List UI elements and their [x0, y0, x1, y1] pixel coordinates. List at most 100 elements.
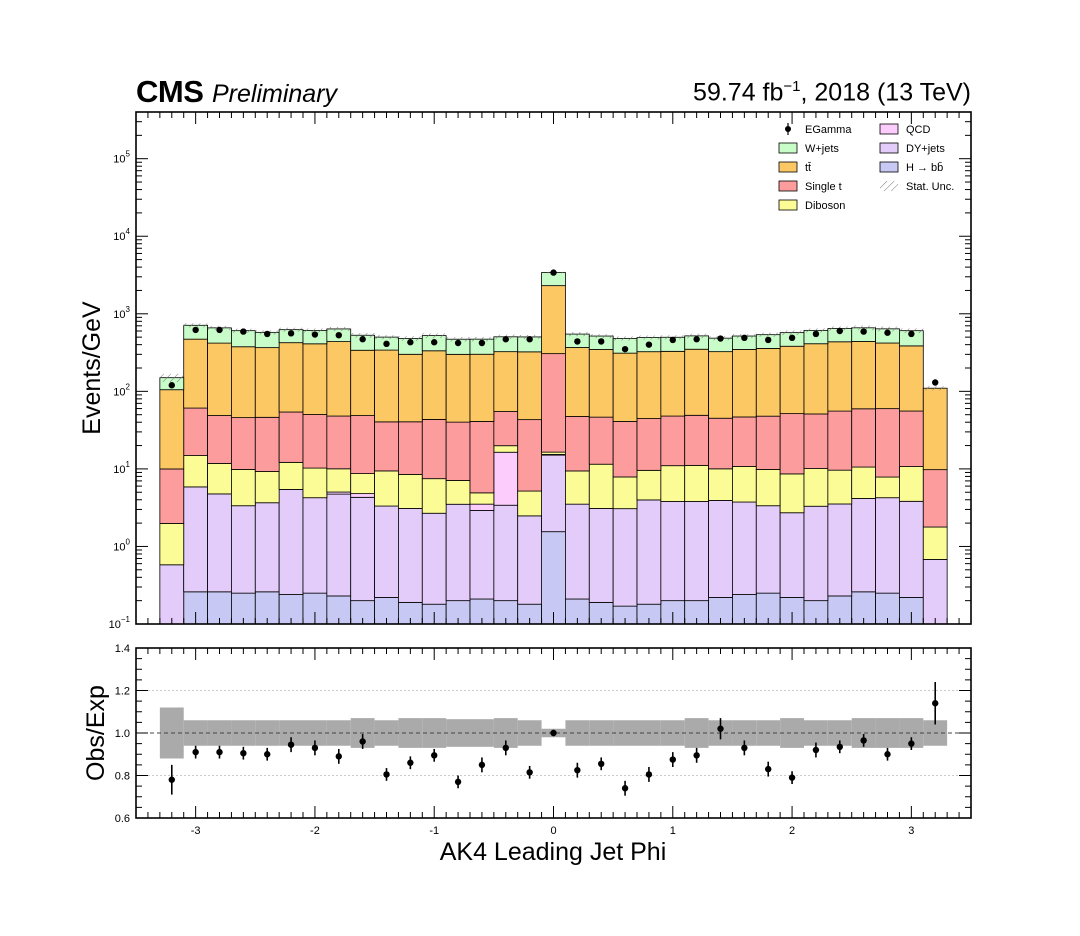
y-axis-label: Events/GeV	[78, 301, 106, 435]
ratio-unc-bin	[374, 720, 399, 746]
data-point	[574, 338, 581, 345]
stack-bar	[636, 351, 662, 419]
data-point	[407, 339, 414, 346]
stack-bar	[565, 347, 590, 417]
ratio-point	[884, 751, 891, 758]
stack-bar	[493, 351, 519, 412]
stack-bar	[517, 515, 542, 605]
ratio-point	[216, 748, 223, 756]
stack-bar	[469, 510, 495, 600]
data-point	[431, 339, 438, 346]
stat-unc-bin	[851, 325, 876, 331]
stack-bar	[875, 408, 900, 478]
stack-bar	[708, 500, 733, 598]
data-point	[359, 336, 366, 343]
stack-bar	[588, 416, 614, 465]
stack-bar	[493, 504, 519, 602]
ratio-point	[168, 776, 175, 783]
stat-unc-bin	[565, 332, 590, 337]
y-tick-label: 101	[113, 460, 130, 476]
main-y-ticks	[136, 111, 971, 625]
ratio-unc-bin	[493, 718, 518, 748]
stat-unc-bin	[589, 334, 614, 339]
stack-bar	[803, 413, 829, 469]
series-5	[159, 285, 948, 471]
stat-unc-bin	[923, 386, 948, 391]
stack-bar	[541, 353, 566, 453]
stack-bar	[827, 503, 853, 597]
stack-bar	[254, 347, 280, 418]
ratio-unc-bin	[899, 718, 924, 748]
stack-bar	[421, 478, 447, 514]
ratio-point	[621, 785, 629, 792]
stack-bar	[421, 418, 447, 480]
data-point	[621, 345, 629, 353]
data-point	[908, 330, 915, 338]
ratio-unc-bin	[422, 718, 447, 748]
stack-bar	[827, 341, 853, 412]
stack-bar	[517, 419, 542, 492]
stack-bar	[779, 512, 805, 598]
stack-bar	[231, 346, 256, 419]
ratio-unc-bin	[255, 720, 280, 746]
ratio-point	[836, 743, 843, 751]
stack-bar	[565, 503, 590, 600]
stack-bar	[159, 389, 185, 470]
legend-swatch	[778, 161, 798, 173]
ratio-unc-bin	[207, 720, 232, 746]
stack-bar	[517, 351, 542, 421]
ratio-point	[860, 737, 867, 744]
stack-bar	[254, 502, 280, 593]
stack-bar	[922, 387, 948, 471]
legend: EGamma W+jets tt̄ Single t Diboson QCD DY+jets…	[778, 123, 954, 212]
ratio-y-tick-label: 1.0	[115, 728, 130, 740]
legend-label: QCD	[906, 124, 931, 136]
stack-bar	[541, 454, 566, 533]
stack-bar	[326, 415, 352, 470]
stack-bar	[421, 512, 447, 605]
data-point	[311, 331, 319, 338]
data-point	[192, 326, 199, 334]
ratio-y-tick-label: 1.2	[115, 686, 130, 698]
stack-bar	[588, 508, 614, 603]
ratio-point	[741, 744, 748, 752]
ratio-point	[526, 769, 533, 776]
stat-unc-bin	[804, 328, 828, 333]
stack-bar	[875, 342, 900, 410]
stack-bar	[899, 345, 924, 412]
stack-bar	[851, 498, 876, 593]
stack-bar	[445, 353, 471, 423]
data-point	[693, 336, 700, 343]
stack-bar	[183, 486, 208, 593]
ratio-y-tick-label: 1.4	[115, 643, 130, 655]
stack-bar	[684, 414, 709, 466]
stack-bar	[636, 418, 662, 471]
data-point	[788, 334, 796, 342]
stack-bar	[278, 489, 304, 595]
ratio-point	[765, 765, 772, 773]
stack-bar	[374, 470, 399, 507]
legend-label: DY+jets	[906, 143, 945, 155]
legend-entry: DY+jets	[879, 142, 945, 155]
stack-bar	[302, 497, 328, 594]
stat-unc-bin	[446, 337, 470, 342]
stack-bar	[326, 493, 352, 597]
stack-bar	[565, 416, 590, 472]
stack-bar	[588, 463, 614, 509]
stack-bar	[278, 342, 304, 413]
stack-bar	[469, 492, 495, 505]
legend-hatch-swatch	[880, 181, 898, 191]
legend-label: tt̄	[805, 162, 811, 174]
stack-bar	[803, 505, 829, 602]
stack-bar	[183, 338, 208, 409]
stat-unc-bin	[183, 323, 208, 328]
data-point	[860, 328, 867, 335]
stack-bar	[636, 499, 662, 605]
stack-bar	[278, 461, 304, 490]
ratio-grid	[136, 690, 971, 776]
x-tick-label: -1	[429, 825, 439, 837]
ratio-y-tick-label: 0.6	[115, 813, 130, 825]
ratio-unc-bin	[732, 720, 757, 746]
stack-bar	[159, 564, 185, 625]
stack-bar	[684, 501, 709, 602]
